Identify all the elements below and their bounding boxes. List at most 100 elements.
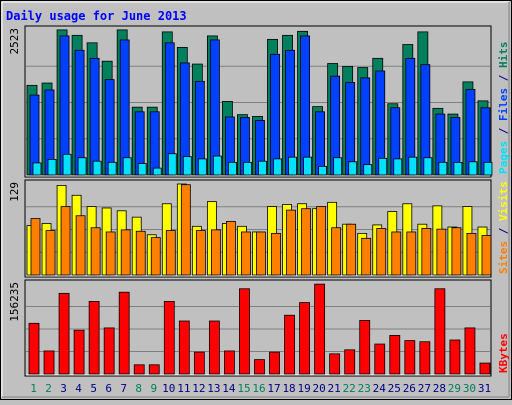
bar-sites-day-30 bbox=[466, 232, 477, 276]
x-tick-label-day-7: 7 bbox=[120, 382, 127, 395]
x-tick-label-day-21: 21 bbox=[328, 382, 341, 395]
bar-sites-day-16 bbox=[256, 231, 266, 276]
x-tick-label-day-9: 9 bbox=[150, 382, 157, 395]
x-tick-label-day-18: 18 bbox=[282, 382, 295, 395]
x-tick-label-day-16: 16 bbox=[252, 382, 265, 395]
bar-sites-day-11 bbox=[180, 184, 191, 276]
bar-sites-day-9 bbox=[150, 237, 161, 276]
bar-pages-day-28 bbox=[438, 161, 448, 176]
bar-kbytes-day-8 bbox=[133, 364, 145, 375]
x-tick-label-day-28: 28 bbox=[433, 382, 446, 395]
legend-part: / bbox=[497, 121, 510, 141]
chart-title: Daily usage for June 2013 bbox=[6, 9, 187, 23]
x-tick-label-day-25: 25 bbox=[388, 382, 401, 395]
x-tick-label-day-12: 12 bbox=[192, 382, 205, 395]
legend-part: / bbox=[497, 68, 510, 88]
bar-sites-day-26 bbox=[406, 231, 417, 276]
bar-kbytes-day-31 bbox=[479, 362, 491, 375]
bar-files-day-23 bbox=[360, 77, 371, 176]
bar-files-day-20 bbox=[315, 111, 326, 176]
bar-kbytes-day-16 bbox=[254, 359, 265, 375]
panel-visits: 129 Sites / Visits bbox=[8, 179, 510, 278]
bar-sites-day-24 bbox=[376, 228, 387, 276]
bar-kbytes-day-13 bbox=[208, 320, 220, 375]
bar-pages-day-9 bbox=[152, 167, 162, 176]
bar-sites-day-8 bbox=[135, 230, 146, 276]
bar-files-day-4 bbox=[74, 49, 85, 176]
bar-kbytes-day-20 bbox=[314, 283, 326, 375]
bar-sites-day-29 bbox=[451, 227, 462, 276]
bar-sites-day-17 bbox=[271, 232, 281, 276]
bar-kbytes-day-5 bbox=[88, 301, 100, 375]
bar-pages-day-26 bbox=[408, 156, 418, 176]
bar-sites-day-13 bbox=[210, 229, 221, 276]
bar-kbytes-day-2 bbox=[43, 350, 55, 375]
x-tick-label-day-20: 20 bbox=[313, 382, 326, 395]
bar-kbytes-day-3 bbox=[58, 292, 70, 375]
bar-pages-day-19 bbox=[303, 156, 312, 176]
panel-kbytes: 156235 KBytes bbox=[8, 279, 510, 377]
bar-files-day-7 bbox=[119, 39, 130, 176]
bar-pages-day-17 bbox=[273, 158, 282, 176]
bar-pages-day-2 bbox=[47, 159, 57, 176]
bar-kbytes-day-1 bbox=[28, 322, 40, 375]
bar-kbytes-day-4 bbox=[73, 329, 85, 375]
bar-files-day-18 bbox=[285, 49, 295, 176]
x-tick-label-day-19: 19 bbox=[297, 382, 310, 395]
x-tick-label-day-22: 22 bbox=[343, 382, 356, 395]
bar-pages-day-11 bbox=[182, 156, 192, 176]
bar-pages-day-23 bbox=[363, 164, 373, 176]
bar-kbytes-day-12 bbox=[193, 351, 205, 375]
bar-files-day-17 bbox=[270, 53, 280, 176]
bar-files-day-19 bbox=[300, 35, 310, 176]
bar-sites-day-3 bbox=[60, 206, 71, 276]
bar-pages-day-3 bbox=[62, 153, 72, 176]
bar-kbytes-day-21 bbox=[329, 353, 341, 375]
legend-part: Pages bbox=[497, 141, 510, 174]
bar-pages-day-14 bbox=[228, 161, 237, 176]
bar-pages-day-6 bbox=[107, 161, 117, 176]
bar-sites-day-19 bbox=[301, 208, 311, 276]
bar-pages-day-5 bbox=[92, 160, 102, 176]
bar-sites-day-1 bbox=[30, 218, 41, 276]
bar-sites-day-22 bbox=[346, 223, 357, 276]
bar-pages-day-31 bbox=[483, 161, 493, 176]
legend-part: Sites bbox=[497, 241, 510, 274]
x-tick-label-day-13: 13 bbox=[207, 382, 220, 395]
bar-pages-day-25 bbox=[393, 158, 403, 176]
bar-sites-day-28 bbox=[436, 228, 447, 276]
bar-kbytes-day-28 bbox=[434, 288, 446, 375]
series-sites bbox=[30, 184, 492, 276]
bar-pages-day-7 bbox=[122, 157, 132, 176]
bar-sites-day-18 bbox=[286, 209, 296, 276]
legend-part: / bbox=[497, 221, 510, 241]
x-tick-label-day-31: 31 bbox=[478, 382, 491, 395]
x-tick-label-day-1: 1 bbox=[30, 382, 37, 395]
bar-kbytes-day-6 bbox=[103, 327, 115, 375]
bar-kbytes-day-23 bbox=[359, 320, 371, 375]
bar-kbytes-day-25 bbox=[389, 335, 401, 375]
bar-kbytes-day-9 bbox=[148, 364, 160, 375]
bar-kbytes-day-24 bbox=[374, 343, 386, 375]
bar-sites-day-27 bbox=[421, 228, 432, 276]
y-max-label-hits: 2523 bbox=[8, 28, 21, 55]
bar-sites-day-21 bbox=[331, 227, 342, 276]
x-tick-label-day-23: 23 bbox=[358, 382, 371, 395]
legend-part: Visits bbox=[497, 181, 510, 221]
bar-sites-day-31 bbox=[481, 235, 492, 276]
right-legend-visits: Sites / Visits bbox=[497, 181, 510, 274]
y-max-label-kbytes: 156235 bbox=[8, 282, 21, 322]
bar-pages-day-22 bbox=[348, 161, 358, 176]
series-files bbox=[29, 35, 491, 176]
bar-kbytes-day-27 bbox=[419, 341, 431, 375]
x-tick-label-day-15: 15 bbox=[237, 382, 250, 395]
bar-pages-day-27 bbox=[423, 157, 433, 176]
legend-part: KBytes bbox=[497, 333, 510, 373]
bar-pages-day-13 bbox=[212, 155, 222, 176]
bar-pages-day-24 bbox=[378, 157, 388, 176]
bar-kbytes-day-30 bbox=[464, 327, 476, 375]
bar-sites-day-25 bbox=[391, 231, 402, 276]
y-max-label-visits: 129 bbox=[8, 182, 21, 202]
bar-kbytes-day-29 bbox=[449, 339, 461, 375]
